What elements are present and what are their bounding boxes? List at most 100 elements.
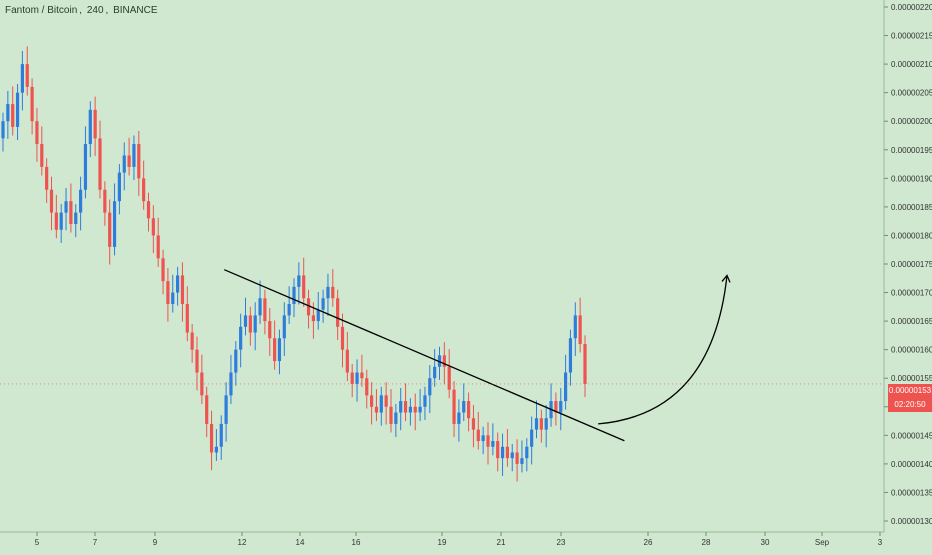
candle-up bbox=[510, 452, 514, 459]
candle-down bbox=[40, 144, 44, 167]
title-separator: , bbox=[79, 5, 83, 16]
candle-up bbox=[481, 435, 485, 442]
last-price-badge: 0.00000153 bbox=[888, 384, 932, 398]
candle-up bbox=[176, 275, 180, 293]
candle-down bbox=[185, 303, 189, 333]
price-tick-label: 0.00000215 bbox=[891, 32, 932, 41]
price-tick-label: 0.00000185 bbox=[891, 203, 932, 212]
candle-down bbox=[137, 144, 141, 179]
candle-down bbox=[11, 104, 15, 127]
candle-down bbox=[30, 86, 34, 122]
candle-down bbox=[403, 401, 408, 413]
candle-up bbox=[277, 338, 282, 362]
candle-up bbox=[219, 423, 223, 447]
candle-up bbox=[171, 292, 175, 304]
candle-up bbox=[534, 418, 539, 430]
candle-down bbox=[273, 338, 277, 362]
candle-down bbox=[340, 326, 345, 350]
candle-up bbox=[122, 155, 126, 173]
symbol-title: Fantom / Bitcoin, 240, BINANCE bbox=[5, 5, 160, 16]
candle-down bbox=[360, 372, 364, 379]
bar-countdown-badge: 02:20:50 bbox=[888, 398, 932, 412]
candle-up bbox=[20, 64, 24, 93]
candle-down bbox=[452, 389, 456, 424]
candle-down bbox=[156, 235, 160, 259]
candle-down bbox=[93, 109, 97, 139]
candle-down bbox=[146, 201, 151, 219]
candle-down bbox=[127, 155, 131, 167]
time-tick-label: 16 bbox=[352, 538, 361, 547]
price-tick-label: 0.00000155 bbox=[891, 374, 932, 383]
candle-up bbox=[457, 412, 461, 424]
candle-down bbox=[554, 401, 558, 413]
price-tick-label: 0.00000195 bbox=[891, 146, 932, 155]
time-tick-label: 26 bbox=[644, 538, 653, 547]
candle-down bbox=[389, 406, 393, 424]
candle-up bbox=[500, 446, 505, 459]
candle-up bbox=[88, 109, 92, 145]
price-tick-label: 0.00000200 bbox=[891, 117, 932, 126]
candle-down bbox=[142, 178, 146, 202]
candle-up bbox=[491, 441, 495, 447]
time-tick-label: 30 bbox=[761, 538, 770, 547]
candle-up bbox=[544, 418, 548, 430]
time-axis[interactable]: 5 7 9 12 14 16 19 21 23 26 28 30 Sep 3 bbox=[35, 532, 883, 547]
candle-down bbox=[49, 189, 54, 213]
candle-up bbox=[224, 395, 228, 424]
candle-down bbox=[365, 378, 369, 396]
candle-up bbox=[408, 406, 412, 413]
projection-arrow-head bbox=[721, 274, 731, 283]
candle-up bbox=[394, 412, 398, 424]
candle-down bbox=[248, 315, 252, 333]
candle-down bbox=[161, 258, 165, 282]
candle-down bbox=[384, 395, 388, 407]
trendline[interactable] bbox=[223, 269, 625, 442]
candle-up bbox=[418, 406, 422, 413]
candle-down bbox=[370, 395, 374, 407]
candle-up bbox=[525, 446, 529, 459]
candle-down bbox=[515, 452, 519, 464]
candle-down bbox=[205, 395, 209, 424]
candle-up bbox=[74, 212, 78, 225]
candle-down bbox=[345, 349, 349, 373]
candle-down bbox=[268, 321, 272, 339]
candle-down bbox=[209, 423, 214, 453]
candle-down bbox=[331, 286, 335, 299]
candle-up bbox=[214, 446, 218, 453]
candle-down bbox=[486, 435, 490, 447]
price-tick-label: 0.00000205 bbox=[891, 89, 932, 98]
candle-down bbox=[476, 429, 480, 442]
candle-up bbox=[282, 315, 286, 339]
candle-up bbox=[520, 458, 524, 464]
candle-up bbox=[253, 315, 257, 333]
candle-up bbox=[79, 189, 83, 213]
title-separator: , bbox=[105, 5, 109, 16]
time-tick-label: 12 bbox=[238, 538, 247, 547]
price-tick-label: 0.00000135 bbox=[891, 488, 932, 497]
price-tick-label: 0.00000160 bbox=[891, 346, 932, 355]
candle-down bbox=[447, 366, 451, 390]
candle-down bbox=[505, 446, 509, 459]
candle-down bbox=[311, 315, 315, 322]
candle-up bbox=[287, 303, 291, 316]
projection-arrow-curve[interactable] bbox=[598, 275, 728, 425]
price-tick-label: 0.00000140 bbox=[891, 460, 932, 469]
candle-up bbox=[64, 201, 68, 213]
candle-down bbox=[180, 275, 185, 304]
price-tick-label: 0.00000165 bbox=[891, 317, 932, 326]
candle-down bbox=[45, 166, 49, 190]
candle-up bbox=[59, 212, 63, 230]
candle-up bbox=[229, 372, 233, 396]
time-tick-label: 9 bbox=[153, 538, 158, 547]
price-tick-label: 0.00000210 bbox=[891, 60, 932, 69]
candle-up bbox=[423, 395, 427, 407]
candle-up bbox=[326, 286, 330, 299]
price-tick-label: 0.00000180 bbox=[891, 231, 932, 240]
symbol-exchange: BINANCE bbox=[113, 5, 158, 16]
candle-down bbox=[306, 298, 311, 316]
candle-up bbox=[258, 298, 262, 316]
candle-up bbox=[15, 92, 20, 127]
